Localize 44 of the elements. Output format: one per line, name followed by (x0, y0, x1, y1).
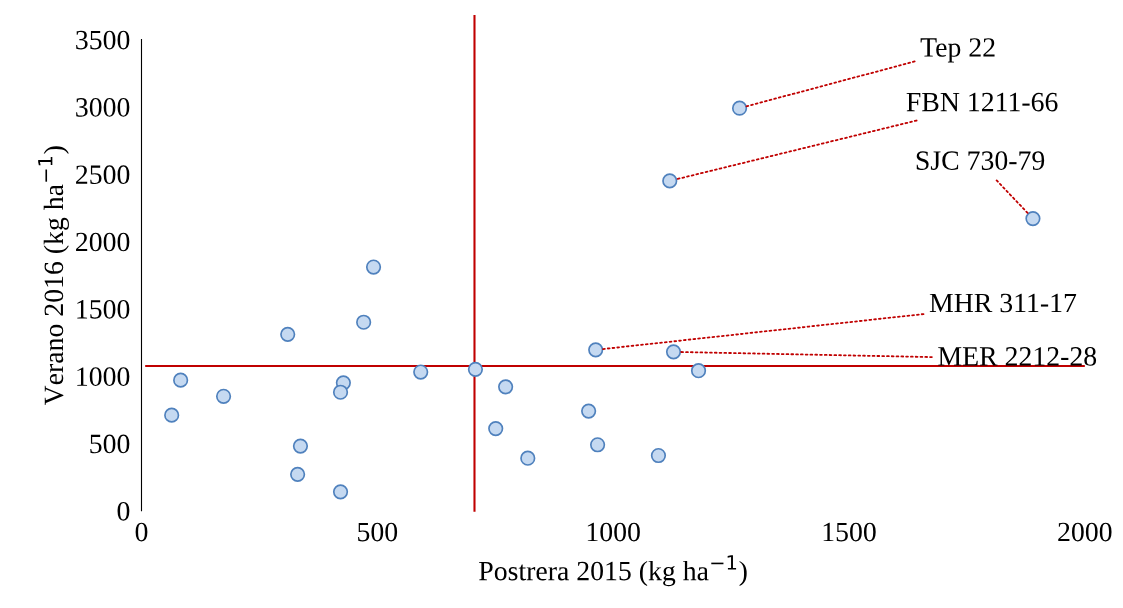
y-tick-label: 500 (90, 434, 130, 454)
x-tick-label: 0 (135, 522, 148, 542)
x-tick-label: 1000 (587, 522, 640, 542)
annotation: FBN 1211-66 (906, 92, 1058, 112)
point (690, 363, 707, 379)
point (662, 173, 678, 189)
y-tick-label: 2000 (76, 232, 130, 252)
point (588, 342, 604, 358)
point (467, 361, 484, 377)
point (520, 450, 536, 466)
annotation: SJC 730-79 (916, 151, 1045, 170)
y-tick-label: 3000 (76, 98, 130, 117)
point (332, 384, 349, 400)
point (1025, 210, 1041, 227)
point (498, 379, 514, 395)
point (413, 364, 429, 380)
point (215, 388, 232, 404)
point (488, 420, 504, 437)
point (365, 259, 382, 275)
y-tick-label: 2500 (76, 165, 130, 185)
x-tick-label: 1500 (823, 522, 876, 542)
annotation: Tep 22 (920, 38, 995, 63)
point (589, 437, 606, 453)
annotation: MHR 311-17 (929, 293, 1077, 313)
x-tick-label: 2000 (1058, 522, 1112, 542)
y-tick-label: 1000 (77, 367, 130, 386)
point (581, 403, 597, 419)
annotation: MER 2212-28 (938, 347, 1097, 366)
point (332, 484, 349, 500)
point (164, 407, 180, 423)
point (665, 344, 682, 360)
y-tick-label: 1500 (77, 299, 130, 319)
point (731, 100, 748, 116)
point (292, 438, 309, 454)
point (650, 447, 667, 464)
x-axis-title: Postrera 2015 (kg ha$^{−1}$) (479, 555, 747, 587)
point (280, 326, 296, 342)
y-axis-title: Verano 2016 (kg ha$^{−1}$) (38, 146, 69, 406)
point (290, 466, 306, 482)
y-tick-label: 0 (117, 501, 130, 521)
x-tick-label: 500 (358, 522, 398, 542)
point (173, 372, 189, 388)
y-tick-label: 3500 (76, 30, 130, 50)
point (356, 314, 372, 330)
